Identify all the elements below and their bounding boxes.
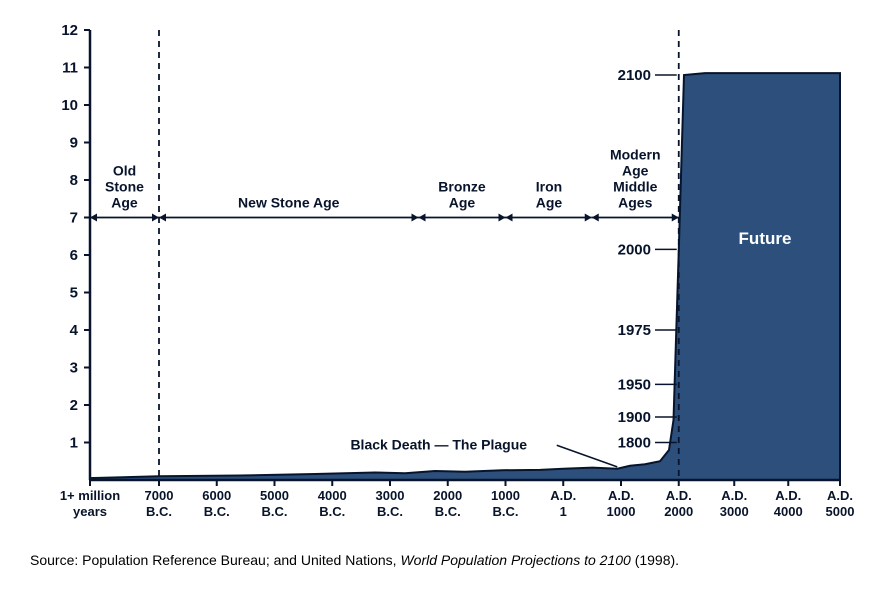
chart-svg: 1234567891011121+ millionyears7000B.C.60…: [10, 10, 859, 583]
x-tick-label: 5000: [260, 488, 289, 503]
era-label: Age: [449, 195, 476, 211]
year-marker-label: 1800: [618, 435, 651, 452]
era-label: Bronze: [438, 179, 486, 195]
y-tick-label: 10: [61, 97, 78, 114]
y-tick-label: 7: [70, 210, 78, 227]
y-tick-label: 1: [70, 435, 78, 452]
x-tick-label: 2000: [664, 504, 693, 519]
x-tick-label: B.C.: [204, 504, 230, 519]
era-label: Middle: [613, 179, 658, 195]
y-tick-label: 3: [70, 360, 78, 377]
plague-annotation: Black Death — The Plague: [350, 436, 527, 452]
year-marker-label: 1975: [618, 322, 651, 339]
y-tick-label: 11: [62, 60, 78, 77]
future-label: Future: [739, 229, 792, 248]
era-label: New Stone Age: [238, 195, 340, 211]
era-label: Age: [536, 195, 563, 211]
year-marker-label: 2100: [618, 67, 651, 84]
year-marker-label: 1900: [618, 409, 651, 426]
y-tick-label: 4: [70, 322, 79, 339]
x-tick-label: 6000: [202, 488, 231, 503]
x-tick-label: 5000: [826, 504, 855, 519]
x-tick-label: 1: [560, 504, 567, 519]
era-label: Age: [111, 195, 138, 211]
era-label: Old: [113, 163, 136, 179]
x-tick-label: B.C.: [319, 504, 345, 519]
source-citation: Source: Population Reference Bureau; and…: [30, 552, 679, 568]
x-tick-label: 4000: [318, 488, 347, 503]
x-tick-label: A.D.: [827, 488, 853, 503]
x-tick-label: A.D.: [608, 488, 634, 503]
x-tick-label: 2000: [433, 488, 462, 503]
x-tick-label: 1+ million: [60, 488, 120, 503]
era-label: Stone: [105, 179, 144, 195]
x-tick-label: 3000: [720, 504, 749, 519]
era-label: Iron: [536, 179, 562, 195]
population-chart: 1234567891011121+ millionyears7000B.C.60…: [10, 10, 859, 583]
x-tick-label: 1000: [491, 488, 520, 503]
y-tick-label: 2: [70, 397, 78, 414]
x-tick-label: 4000: [774, 504, 803, 519]
x-tick-label: 3000: [376, 488, 405, 503]
x-tick-label: years: [73, 504, 107, 519]
x-tick-label: B.C.: [377, 504, 403, 519]
y-tick-label: 5: [70, 285, 78, 302]
era-label: Modern: [610, 147, 661, 163]
x-tick-label: B.C.: [146, 504, 172, 519]
year-marker-label: 1950: [618, 376, 651, 393]
era-label: Ages: [618, 195, 652, 211]
x-tick-label: B.C.: [435, 504, 461, 519]
y-tick-label: 6: [70, 247, 78, 264]
x-tick-label: 7000: [145, 488, 174, 503]
x-tick-label: A.D.: [550, 488, 576, 503]
x-tick-label: B.C.: [262, 504, 288, 519]
x-tick-label: A.D.: [775, 488, 801, 503]
y-tick-label: 9: [70, 135, 78, 152]
era-label: Age: [622, 163, 649, 179]
y-tick-label: 8: [70, 172, 78, 189]
y-tick-label: 12: [61, 22, 78, 39]
x-tick-label: A.D.: [666, 488, 692, 503]
x-tick-label: 1000: [607, 504, 636, 519]
year-marker-label: 2000: [618, 241, 651, 258]
x-tick-label: A.D.: [721, 488, 747, 503]
x-tick-label: B.C.: [493, 504, 519, 519]
